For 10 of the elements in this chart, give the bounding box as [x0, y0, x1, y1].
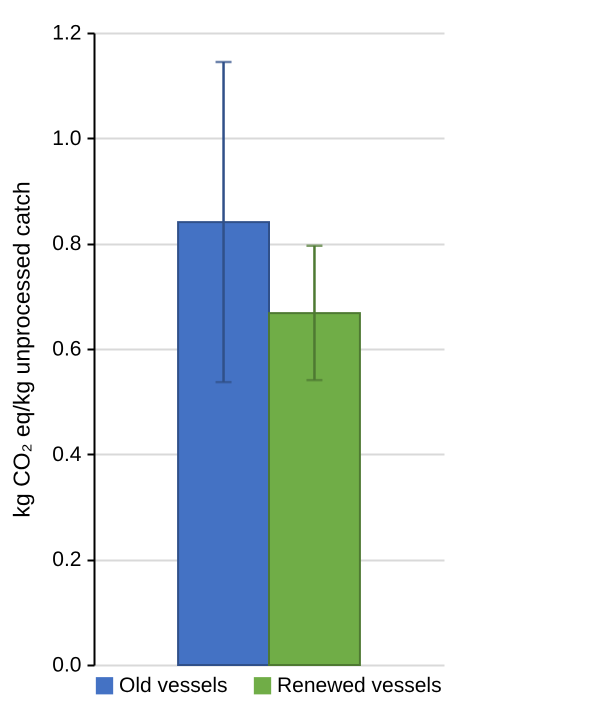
y-tick-label: 0.4 — [52, 442, 82, 466]
y-tick-label: 0.8 — [52, 232, 82, 256]
y-tick-label: 1.0 — [52, 126, 82, 150]
y-tick-label: 0.0 — [52, 654, 82, 676]
y-tick-label: 0.2 — [52, 548, 82, 572]
legend-label: Renewed vessels — [277, 674, 442, 697]
y-axis-title: kg CO₂ eq/kg unprocessed catch — [8, 181, 34, 518]
legend-label: Old vessels — [119, 674, 228, 697]
y-tick-label: 0.6 — [52, 338, 82, 360]
y-tick-label: 1.2 — [52, 22, 82, 44]
